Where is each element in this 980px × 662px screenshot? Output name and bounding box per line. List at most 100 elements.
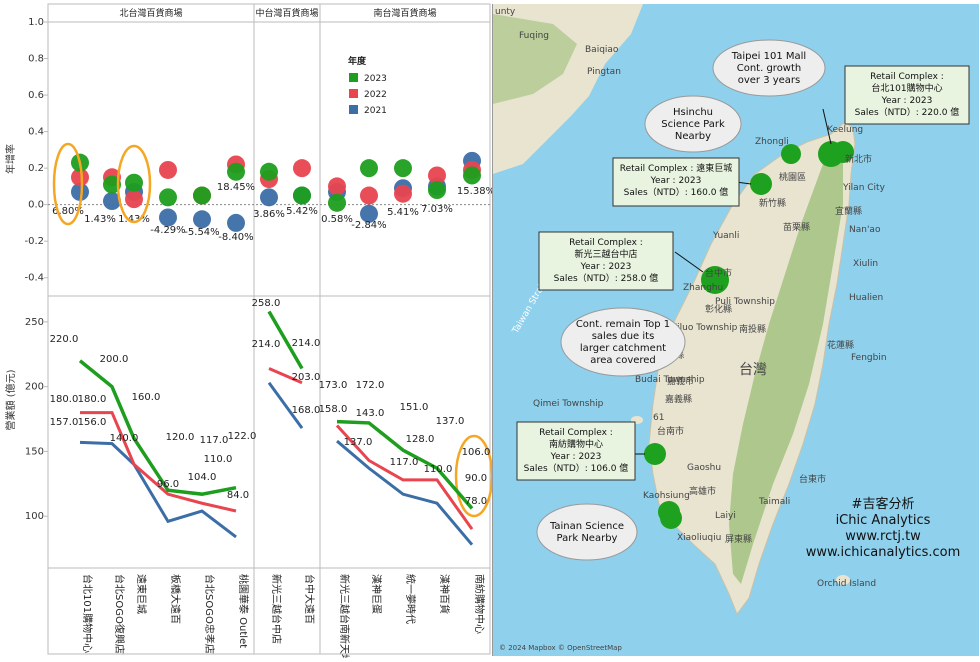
map-place-label: 彰化縣 (705, 303, 732, 315)
sales-label: 156.0 (78, 417, 107, 428)
leader-line (822, 108, 832, 145)
info-box-text: Retail Complex : (569, 238, 643, 248)
info-box (538, 231, 674, 291)
sales-label: 104.0 (188, 472, 217, 483)
growth-label: 18.45% (217, 182, 255, 193)
growth-y-tick: 0.2 (28, 163, 44, 174)
growth-dot-2021 (260, 188, 278, 207)
sales-label: 117.0 (200, 435, 229, 446)
map-place-label: Laiyi (715, 511, 736, 521)
sales-label: 120.0 (166, 432, 195, 443)
store-location-dot (701, 266, 729, 294)
callout-text: Taipei 101 Mall (731, 51, 806, 62)
brand-text: iChic Analytics (836, 513, 931, 528)
growth-dot-2023 (428, 181, 446, 200)
growth-label: 6.80% (52, 206, 84, 217)
map-place-label: 新北市 (845, 153, 872, 165)
callout-bubble (560, 307, 686, 377)
store-tick-label: 統一夢時代 (404, 574, 417, 624)
sales-y-tick: 200 (25, 382, 44, 393)
growth-dot-2022 (71, 168, 89, 187)
callout-text: area covered (590, 355, 656, 366)
map-place-label: 嘉義市 (667, 375, 694, 387)
info-box (612, 157, 740, 207)
growth-dot-2021 (227, 213, 245, 232)
store-location-dot (644, 443, 666, 465)
map-place-label: Xiluo Township (671, 323, 738, 333)
brand-text: www.rctj.tw (845, 529, 921, 544)
map-place-label: 花蓮縣 (827, 339, 854, 351)
region-header: 北台灣百貨商場 (119, 7, 182, 19)
callout-bubble (644, 95, 742, 153)
map-place-label: 苗栗縣 (783, 222, 810, 233)
callout-text: Nearby (675, 131, 711, 142)
info-box-text: Retail Complex : (539, 428, 613, 438)
sales-label: 151.0 (400, 402, 429, 413)
growth-dot-2022 (125, 190, 143, 209)
growth-y-tick: -0.4 (24, 273, 44, 284)
info-box-text: Year : 2023 (550, 452, 602, 462)
growth-dot-2023 (260, 162, 278, 181)
sales-label: 214.0 (292, 338, 321, 349)
store-tick-label: 新光三越台南新天地 (338, 574, 351, 658)
growth-y-tick: 0.4 (28, 127, 44, 138)
callout-text: Cont. remain Top 1 (576, 319, 670, 330)
store-tick-label: 桃園華泰 Outlet (237, 574, 250, 648)
growth-dot-2021 (193, 210, 211, 229)
growth-label: 1.43% (118, 214, 150, 225)
taiwan-map[interactable]: Fuqing Baiqiao Pingtan Zhongli Keelung 新北市 桃園區… (492, 4, 979, 656)
map-place-label: 台灣 (739, 362, 767, 378)
map-place-label: Xiulin (853, 259, 878, 269)
sales-label: 180.0 (78, 394, 107, 405)
growth-y-tick: 0.0 (28, 200, 44, 211)
callout-text: Hsinchu (673, 107, 713, 118)
store-location-dot (832, 141, 854, 163)
sales-line-2023 (267, 310, 304, 370)
growth-dot-2022 (328, 177, 346, 196)
growth-label: 5.41% (387, 207, 419, 218)
info-box-text: Retail Complex : 遠東巨城 (620, 162, 733, 174)
map-place-label: Taimali (758, 497, 790, 507)
growth-dot-2022 (360, 186, 378, 205)
sales-label: 110.0 (424, 464, 453, 475)
growth-y-tick: 0.6 (28, 90, 44, 101)
sales-y-tick: 250 (25, 317, 44, 328)
callout-text: larger catchment (580, 343, 666, 354)
growth-label: -2.84% (351, 220, 386, 231)
callout-text: Park Nearby (557, 533, 618, 544)
growth-dot-2022 (394, 184, 412, 203)
growth-dot-2022 (428, 166, 446, 185)
info-box-text: 新光三越台中店 (574, 248, 637, 260)
highlight-ellipse (116, 144, 152, 224)
map-place-label: Budai Township (635, 375, 705, 385)
store-location-dot (750, 173, 772, 195)
map-place-label: Keelung (827, 125, 863, 135)
leader-line (674, 251, 704, 273)
info-box-text: 南紡購物中心 (549, 438, 603, 450)
info-box-text: Retail Complex : (870, 72, 944, 82)
callout-text: Cont. growth (737, 63, 802, 74)
growth-label: 7.03% (421, 204, 453, 215)
growth-y-tick: 1.0 (28, 17, 44, 28)
map-place-label: Puli Township (715, 297, 775, 307)
growth-dot-2022 (293, 159, 311, 178)
map-place-label: Qimei Township (533, 399, 604, 409)
map-place-label: Baiqiao (585, 45, 619, 55)
map-place-label: 宜蘭縣 (835, 205, 862, 217)
sales-label: 84.0 (227, 490, 249, 501)
sales-label: 90.0 (465, 473, 487, 484)
info-box-text: Sales（NTD）: 258.0 億 (554, 272, 659, 284)
store-tick-label: 台北101購物中心 (81, 574, 94, 653)
store-tick-label: 板橋大遠百 (169, 574, 182, 624)
callout-text: sales due its (592, 331, 655, 342)
region-header: 中台灣百貨商場 (255, 7, 318, 19)
map-place-label: Zhongli (755, 137, 789, 147)
map-place-label: 屏東縣 (725, 533, 752, 545)
info-box (844, 65, 970, 125)
china-hills (493, 14, 577, 104)
store-location-dot (660, 507, 682, 529)
callout-bubble (536, 503, 638, 561)
store-tick-label: 漢神百貨 (438, 574, 451, 614)
sales-label: 117.0 (390, 457, 419, 468)
sales-line-2023 (336, 419, 474, 510)
